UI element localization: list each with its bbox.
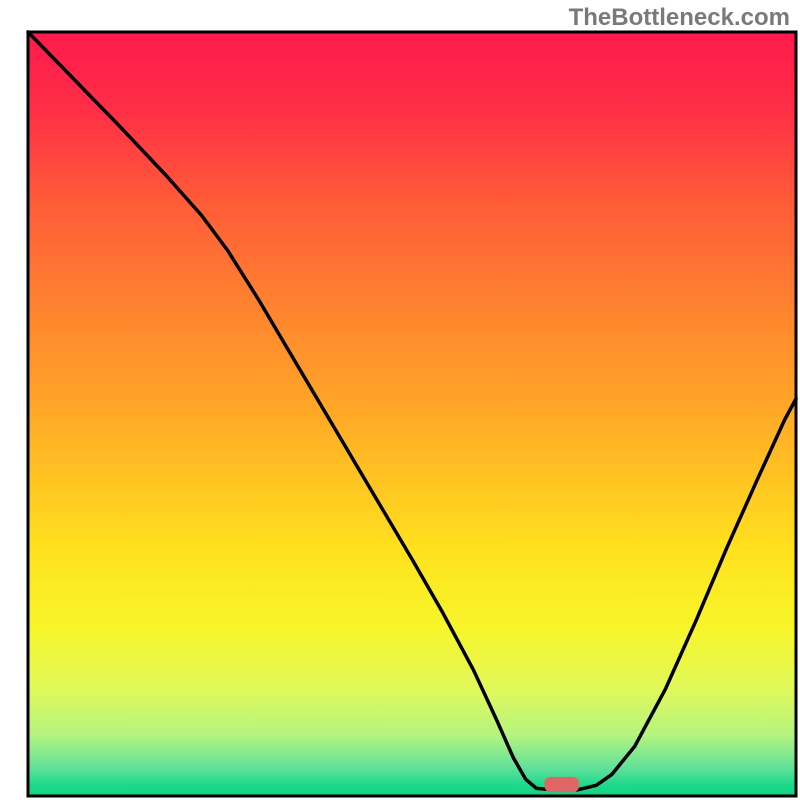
optimal-point-marker — [544, 777, 579, 792]
plot-background — [28, 32, 796, 796]
bottleneck-chart — [0, 0, 800, 800]
